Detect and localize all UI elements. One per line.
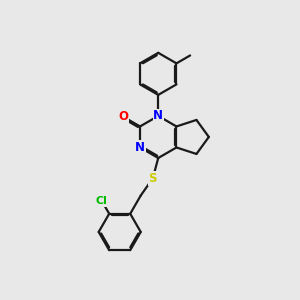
Text: N: N [153,110,163,122]
Text: Cl: Cl [96,196,108,206]
Text: O: O [118,110,129,124]
Text: S: S [148,172,157,185]
Text: N: N [135,141,145,154]
